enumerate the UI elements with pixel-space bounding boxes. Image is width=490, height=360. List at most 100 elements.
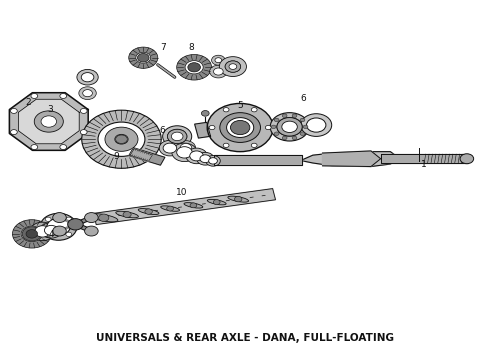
Circle shape — [230, 121, 250, 135]
Circle shape — [105, 127, 138, 151]
Polygon shape — [94, 189, 275, 225]
Circle shape — [35, 226, 50, 237]
Circle shape — [21, 226, 43, 242]
Ellipse shape — [138, 208, 159, 215]
Text: 10: 10 — [176, 188, 188, 197]
Circle shape — [282, 136, 287, 140]
Polygon shape — [129, 148, 165, 165]
Polygon shape — [130, 149, 152, 161]
Polygon shape — [18, 99, 79, 144]
Circle shape — [31, 145, 38, 149]
Ellipse shape — [184, 203, 203, 208]
Circle shape — [186, 148, 207, 164]
Circle shape — [26, 230, 38, 238]
Text: 7: 7 — [160, 42, 166, 51]
Circle shape — [98, 214, 109, 221]
Circle shape — [163, 143, 177, 153]
Circle shape — [270, 113, 309, 141]
Text: UNIVERSALS & REAR AXLE - DANA, FULL-FLOATING: UNIVERSALS & REAR AXLE - DANA, FULL-FLOA… — [96, 333, 394, 343]
Circle shape — [82, 110, 161, 168]
Circle shape — [200, 155, 211, 163]
Ellipse shape — [207, 199, 226, 205]
Circle shape — [45, 232, 51, 237]
Text: 5: 5 — [237, 101, 243, 110]
Circle shape — [251, 143, 257, 148]
Circle shape — [60, 145, 67, 149]
Circle shape — [209, 125, 215, 130]
Circle shape — [159, 140, 181, 156]
Circle shape — [207, 103, 273, 152]
Circle shape — [229, 64, 237, 69]
Circle shape — [66, 232, 72, 237]
Circle shape — [53, 213, 66, 222]
Circle shape — [116, 135, 127, 144]
Polygon shape — [301, 152, 400, 167]
Circle shape — [80, 130, 87, 135]
Circle shape — [45, 217, 51, 221]
Circle shape — [271, 125, 276, 129]
Circle shape — [41, 116, 56, 127]
Text: 8: 8 — [189, 42, 195, 51]
Circle shape — [185, 60, 203, 74]
Circle shape — [168, 129, 187, 144]
Circle shape — [172, 132, 183, 141]
Circle shape — [85, 226, 98, 236]
Circle shape — [188, 63, 200, 72]
Circle shape — [300, 118, 305, 122]
Circle shape — [212, 55, 225, 65]
Circle shape — [53, 226, 66, 236]
Circle shape — [226, 118, 254, 138]
Ellipse shape — [90, 214, 118, 222]
Circle shape — [98, 122, 145, 156]
Ellipse shape — [116, 211, 138, 218]
Circle shape — [223, 143, 229, 148]
Circle shape — [460, 154, 474, 164]
Polygon shape — [381, 154, 468, 163]
Circle shape — [180, 144, 192, 152]
Circle shape — [10, 108, 17, 113]
Circle shape — [22, 227, 42, 241]
Text: 6: 6 — [300, 94, 306, 103]
Circle shape — [115, 134, 128, 144]
Circle shape — [80, 108, 87, 113]
Circle shape — [176, 141, 196, 155]
Circle shape — [209, 158, 218, 164]
Circle shape — [210, 65, 227, 78]
Ellipse shape — [161, 206, 179, 211]
Circle shape — [277, 118, 302, 136]
Circle shape — [223, 108, 229, 112]
Text: 4: 4 — [49, 230, 54, 239]
Circle shape — [34, 111, 63, 132]
Circle shape — [45, 225, 58, 235]
Circle shape — [190, 151, 203, 161]
Circle shape — [163, 126, 192, 147]
Circle shape — [129, 47, 158, 68]
Circle shape — [196, 152, 214, 165]
Circle shape — [282, 114, 287, 117]
Circle shape — [274, 132, 279, 135]
Polygon shape — [322, 151, 381, 167]
Circle shape — [274, 118, 279, 122]
Circle shape — [266, 125, 271, 130]
Polygon shape — [195, 122, 211, 138]
Circle shape — [225, 61, 241, 72]
Circle shape — [190, 203, 197, 208]
Circle shape — [220, 57, 246, 77]
Circle shape — [251, 108, 257, 112]
Circle shape — [77, 69, 98, 85]
Circle shape — [168, 129, 187, 144]
Polygon shape — [9, 93, 88, 150]
Circle shape — [85, 213, 98, 222]
Circle shape — [41, 222, 62, 238]
Circle shape — [303, 125, 308, 129]
Circle shape — [307, 118, 326, 132]
Circle shape — [220, 113, 261, 143]
Circle shape — [40, 213, 77, 240]
Circle shape — [47, 218, 70, 235]
Circle shape — [235, 197, 242, 202]
Text: 2: 2 — [25, 98, 31, 107]
Circle shape — [213, 200, 220, 204]
Text: 9: 9 — [114, 153, 120, 162]
Circle shape — [215, 58, 222, 63]
Circle shape — [177, 147, 192, 158]
